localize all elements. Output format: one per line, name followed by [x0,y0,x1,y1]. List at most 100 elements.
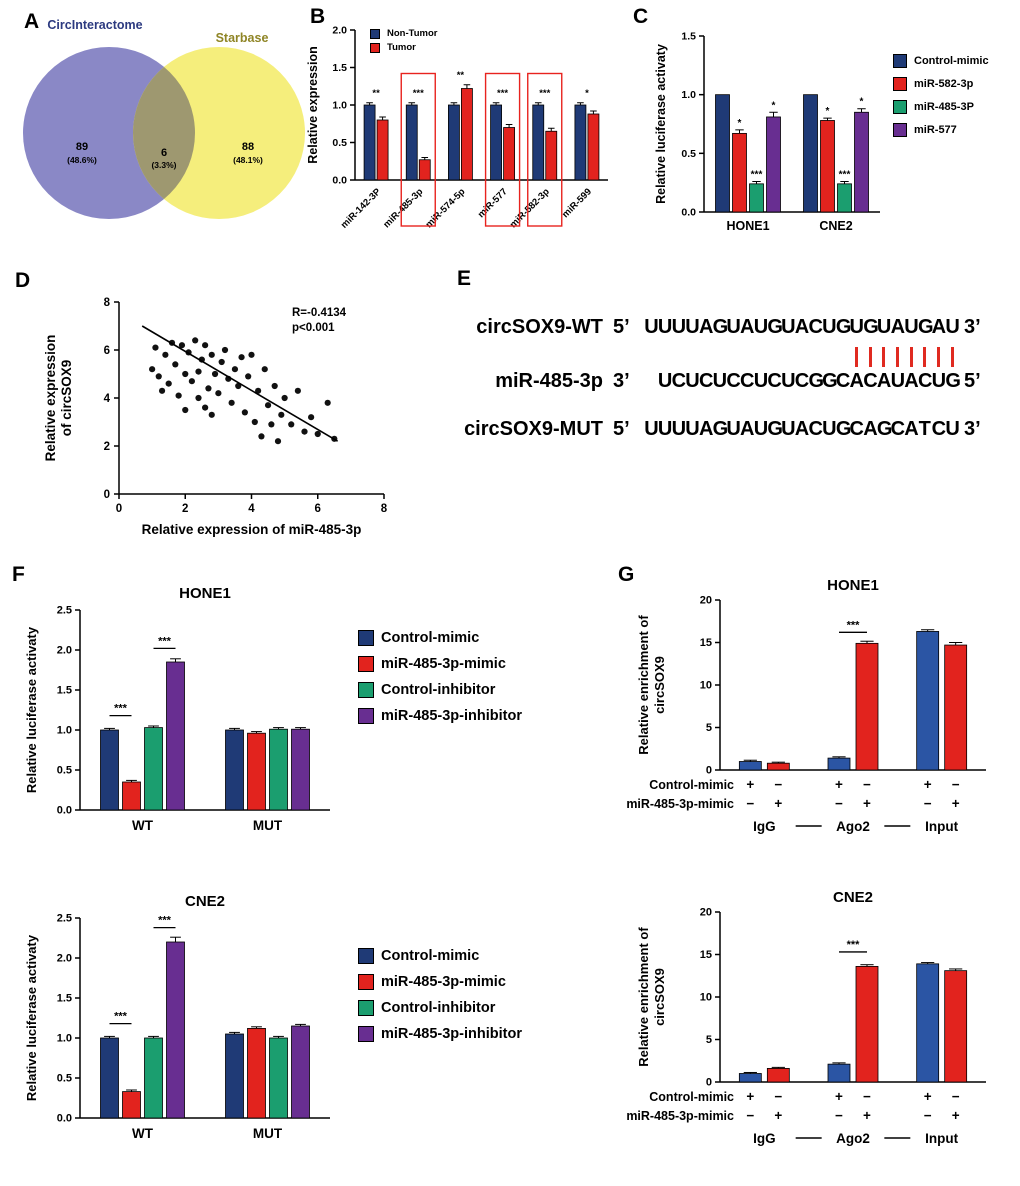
base: A [890,316,906,338]
condition-symbol: + [835,1089,843,1104]
bar-miR-485-3p-inhibitor [291,728,310,811]
y-tick-label: 1.5 [57,993,72,1005]
y-tick-label: 1.0 [681,89,696,101]
venn-diagram: CircInteractome Starbase 89 (48.6%) 6 (3.3%) 8… [10,15,315,250]
base: C [794,370,810,392]
y-axis-title: Relative luciferase activaty [24,626,39,793]
y-tick-label: 2.5 [57,605,72,617]
match-line [945,344,959,370]
bar-Control-inhibitor [144,1037,163,1119]
significance-label: *** [158,635,172,647]
scatter-point [241,409,248,416]
y-tick-label: 20 [700,907,712,919]
chart-title: CNE2 [185,893,225,910]
legend-item-Non-Tumor: Non-Tumor [370,28,437,39]
bar-Control-inhibitor [269,728,288,811]
base: U [849,316,864,338]
panel_d-svg: 0 2 4 6 8 0 2 4 6 8 Relative expression of circSOX9… [43,297,388,537]
base: U [753,370,769,392]
panel_g_hone1-svg: HONE1 0 5 10 15 20 Relative enrichment of circS… [626,577,986,834]
legend-label: Control-inhibitor [381,1000,496,1016]
venn-right-count: 88 [242,141,254,153]
sequence-name: circSOX9-MUT [464,418,603,440]
scatter-point [238,354,245,361]
bar-Control-mimic [916,963,940,1083]
legend-label: miR-485-3p-inhibitor [381,1026,522,1042]
x-tick-label: WT [132,818,154,833]
y-tick-label: 0.0 [681,207,696,219]
condition-symbol: − [746,796,754,811]
scatter-point [202,404,209,411]
panel-c-label: C [633,5,649,28]
scatter-point [261,366,268,373]
base: C [767,370,782,392]
legend-f-cne2: Control-mimic miR-485-3p-mimic Control-inh… [358,948,522,1052]
condition-symbol: − [774,777,782,792]
condition-symbol: − [863,777,871,792]
bar-Control-mimic [827,757,851,771]
scatter-point [308,414,315,421]
y-tick-label: 1.5 [681,31,696,43]
base: U [657,370,673,392]
bar-miR-485-3p-mimic [122,781,141,811]
y-axis-title: Relative expression [306,46,320,163]
y-tick-label: 6 [104,345,110,357]
legend-label: Control-inhibitor [381,682,496,698]
bar-miR-485-3p-inhibitor [166,661,185,811]
base: U [781,316,796,338]
bar-miR-485-3p-mimic [855,642,879,771]
y-axis-title: circSOX9 [652,656,667,714]
x-tick-label: miR-485-3p [381,186,425,230]
venn-left-pct: (48.6%) [67,155,97,165]
sequence-row-circSOX9-MUT: circSOX9-MUT 5’ U U U U A G U A U G U A C U G C A G C A T C U 3’ [445,418,994,440]
x-tick-label: MUT [253,818,283,833]
x-tick-label: miR-574-5p [424,186,468,230]
condition-symbol: + [774,1108,782,1123]
y-tick-label: 0.0 [57,1113,72,1125]
venn-right-pct: (48.1%) [233,155,263,165]
x-tick-label: HONE1 [726,219,769,233]
bar-Tumor [461,88,473,181]
legend-swatch-miR-485-3p-mimic [358,656,374,672]
base: U [781,418,796,440]
legend-item-miR-485-3p-mimic: miR-485-3p-mimic [358,974,522,990]
bar-Tumor [418,159,431,181]
legend-label: Tumor [387,42,416,53]
significance-label: *** [114,1011,128,1023]
match-line [904,344,918,370]
y-tick-label: 0.5 [681,148,696,160]
group-label: Input [925,1131,958,1146]
legend-swatch-miR-485-3p-inhibitor [358,708,374,724]
y-tick-label: 5 [706,1034,712,1046]
condition-row-label: Control-mimic [649,778,734,792]
condition-symbol: − [835,796,843,811]
significance-label: * [772,100,776,111]
scatter-point [149,366,156,373]
condition-symbol: − [952,777,960,792]
base: A [740,316,755,338]
legend-label: Control-mimic [914,55,989,67]
legend-label: miR-485-3p-mimic [381,656,506,672]
bar-miR-485-3p-mimic [247,732,266,811]
highlight-box [527,72,563,227]
y-tick-label: 15 [700,637,712,649]
legend-label: miR-577 [914,124,957,136]
y-axis-title: Relative enrichment of [636,615,651,755]
bar-miR-582-3p [820,120,835,213]
base: C [849,418,864,440]
legend-label: miR-485-3P [914,101,974,113]
sequence-end-label: 3’ [613,370,630,392]
condition-symbol: − [746,1108,754,1123]
significance-label: * [585,88,589,99]
group-label: IgG [753,1131,776,1146]
scatter-point [301,428,308,435]
base: G [863,316,879,338]
y-tick-label: 8 [104,297,111,309]
bar-Non-Tumor [490,104,502,181]
sequence-end-label: 5’ [964,370,981,392]
scatter-point [195,394,202,402]
match-bar [854,347,858,367]
legend-item-miR-485-3p-mimic: miR-485-3p-mimic [358,656,522,672]
x-tick-label: miR-599 [560,186,594,220]
